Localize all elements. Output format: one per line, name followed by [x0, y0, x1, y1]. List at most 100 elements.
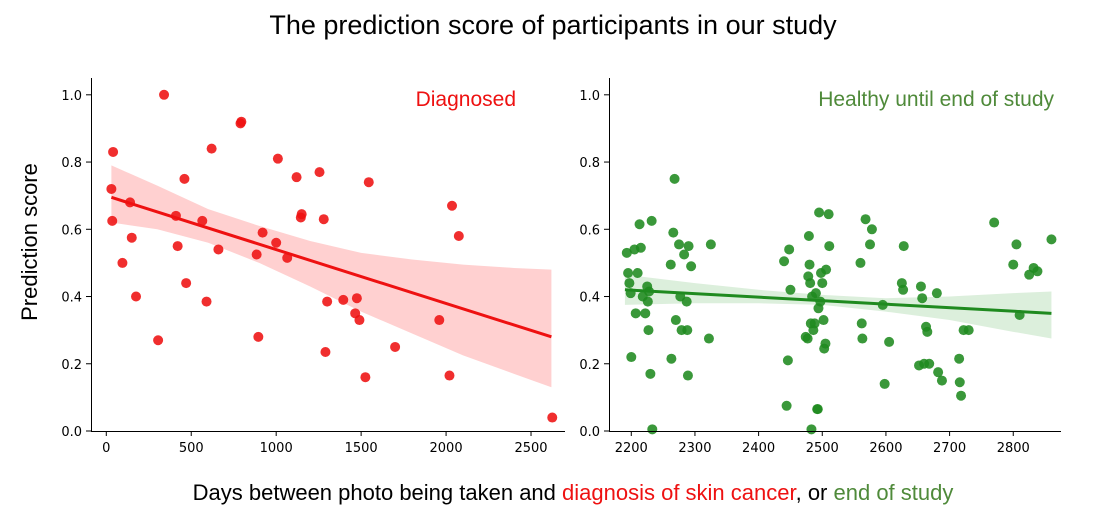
data-point [201, 296, 212, 307]
data-point [812, 404, 823, 415]
x-axis-label-diagnosis: diagnosis of skin cancer [562, 480, 796, 505]
data-point [630, 308, 641, 319]
y-tick-label: 0.4 [579, 291, 600, 306]
data-point [635, 242, 646, 253]
data-point [131, 291, 142, 302]
data-point [453, 231, 464, 242]
data-point [447, 200, 458, 211]
data-point [682, 325, 693, 336]
regression-line [110, 195, 552, 339]
data-point [159, 89, 170, 100]
data-point [805, 278, 816, 289]
data-point [682, 370, 693, 381]
data-point [291, 172, 302, 183]
data-point [253, 331, 264, 342]
data-point [318, 214, 329, 225]
data-point [860, 214, 871, 225]
data-point [623, 267, 634, 278]
data-point [624, 278, 635, 289]
x-tick-label: 1500 [345, 441, 378, 456]
data-point [954, 353, 965, 364]
data-point [898, 284, 909, 295]
data-point [668, 227, 679, 238]
data-point [866, 224, 877, 235]
x-tick-label: 500 [179, 441, 204, 456]
data-point [823, 209, 834, 220]
data-point [621, 247, 632, 258]
data-point [179, 173, 190, 184]
x-axis-label-part1: Days between photo being taken and [192, 480, 563, 505]
data-point [669, 173, 680, 184]
data-point [1008, 259, 1019, 270]
data-point [820, 338, 831, 349]
data-point [933, 367, 944, 378]
data-point [782, 355, 793, 366]
data-point [803, 231, 814, 242]
data-point [354, 315, 365, 326]
data-point [434, 315, 445, 326]
data-point [806, 424, 817, 435]
x-tick-label: 2200 [615, 441, 648, 456]
data-point [213, 244, 224, 255]
data-point [181, 278, 192, 289]
x-tick-label: 0 [102, 441, 110, 456]
data-point [824, 241, 835, 252]
data-point [681, 296, 692, 307]
data-point [898, 241, 909, 252]
y-tick-label: 0.2 [61, 358, 82, 373]
data-point [915, 281, 926, 292]
data-point [686, 261, 697, 272]
data-point [703, 333, 714, 344]
data-point [857, 333, 868, 344]
panel-label: Diagnosed [416, 88, 516, 111]
y-tick-label: 1.0 [579, 89, 600, 104]
data-point [646, 215, 657, 226]
data-point [351, 293, 362, 304]
y-tick-label: 0.2 [579, 358, 600, 373]
data-point [107, 215, 118, 226]
data-point [642, 296, 653, 307]
x-tick-label: 2400 [742, 441, 775, 456]
data-point [444, 370, 455, 381]
data-point [785, 284, 796, 295]
x-tick-label: 2800 [997, 441, 1030, 456]
data-point [989, 217, 1000, 228]
data-point [856, 318, 867, 329]
data-point [670, 315, 681, 326]
panel-label: Healthy until end of study [818, 88, 1054, 111]
data-point [821, 264, 832, 275]
x-tick-label: 2000 [430, 441, 463, 456]
data-point [153, 335, 164, 346]
data-point [810, 288, 821, 299]
x-axis-label: Days between photo being taken and diagn… [0, 480, 1106, 506]
y-tick-label: 1.0 [61, 89, 82, 104]
data-point [257, 227, 268, 238]
data-point [320, 346, 331, 357]
data-point [647, 424, 658, 435]
x-axis-label-part3: , or [795, 480, 834, 505]
data-point [936, 375, 947, 386]
data-point [865, 239, 876, 250]
data-point [666, 353, 677, 364]
confidence-band [111, 165, 552, 388]
y-tick-label: 0.8 [61, 156, 82, 171]
data-point [817, 278, 828, 289]
x-tick-label: 2500 [806, 441, 839, 456]
data-point [338, 294, 349, 305]
data-point [683, 241, 694, 252]
data-point [632, 267, 643, 278]
y-tick-label: 0.0 [579, 425, 600, 440]
data-point [705, 239, 716, 250]
data-point [1011, 239, 1022, 250]
data-point [634, 219, 645, 230]
panel-healthy: 2200 2300 2400 2500 2600 2700 2800 0.0 0.2 0.4 0.6… [579, 78, 1061, 456]
data-point [781, 400, 792, 411]
data-point [363, 177, 374, 188]
panel-diagnosed: 0 500 1000 1500 2000 2500 0.0 0.2 0.4 0.6 0.8 1.0 Di… [61, 78, 565, 456]
data-point [322, 296, 333, 307]
regression-line [624, 288, 1052, 315]
data-point [390, 341, 401, 352]
x-axis-label-end-of-study: end of study [833, 480, 954, 505]
confidence-band [624, 274, 1052, 339]
data-point [665, 259, 676, 270]
